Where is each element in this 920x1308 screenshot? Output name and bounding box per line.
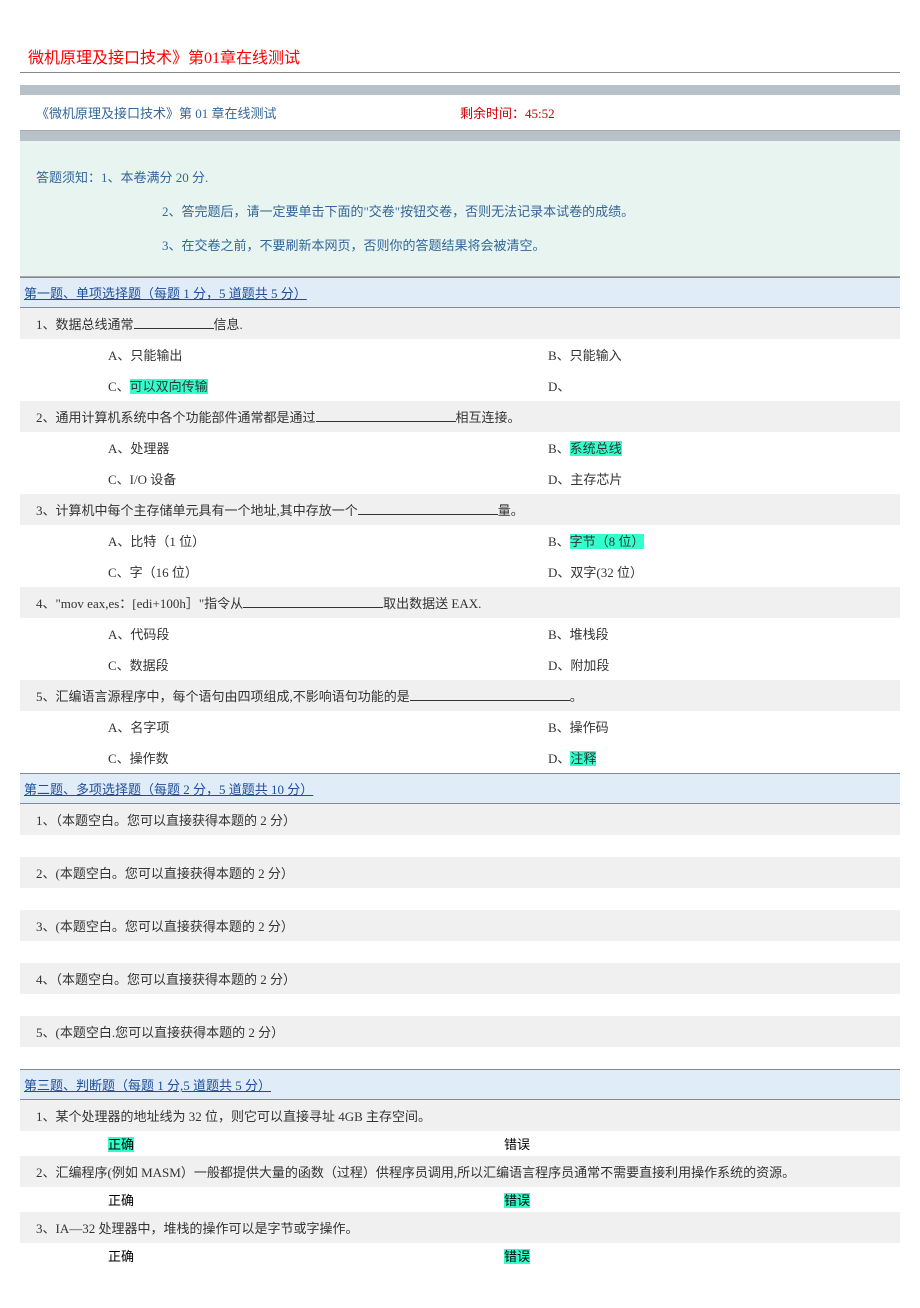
spacer	[20, 994, 900, 1016]
s1-q1-c-prefix: C、	[108, 379, 130, 394]
s1-q3-pre: 3、计算机中每个主存储单元具有一个地址,其中存放一个	[36, 503, 358, 518]
s1-q4-c[interactable]: C、数据段	[20, 653, 460, 676]
section1-header: 第一题、单项选择题（每题 1 分，5 道题共 5 分）	[20, 277, 900, 308]
section2-header: 第二题、多项选择题（每题 2 分，5 道题共 10 分）	[20, 773, 900, 804]
s1-q2-post: 相互连接。	[456, 410, 521, 425]
blank	[410, 688, 570, 701]
s1-q2-pre: 2、通用计算机系统中各个功能部件通常都是通过	[36, 410, 316, 425]
test-header: 《微机原理及接口技术》第 01 章在线测试 剩余时间：45:52	[20, 95, 900, 131]
s1-q5-pre: 5、汇编语言源程序中，每个语句由四项组成,不影响语句功能的是	[36, 689, 410, 704]
s1-q1-text: 1、数据总线通常 信息.	[20, 308, 900, 339]
s3-q1-answers: 正确 错误	[20, 1131, 900, 1156]
s1-q4-text: 4、"mov eax,es：[edi+100h］"指令从 取出数据送 EAX.	[20, 587, 900, 618]
s1-q5-d[interactable]: D、注释	[460, 746, 900, 769]
section3-header: 第三题、判断题（每题 1 分,5 道题共 5 分）	[20, 1069, 900, 1100]
s1-q3-post: 量。	[498, 503, 524, 518]
s2-q5: 5、(本题空白.您可以直接获得本题的 2 分）	[20, 1016, 900, 1047]
s1-q2-a[interactable]: A、处理器	[20, 436, 460, 459]
spacer	[20, 941, 900, 963]
s2-q2: 2、(本题空白。您可以直接获得本题的 2 分）	[20, 857, 900, 888]
s1-q4-b[interactable]: B、堆栈段	[460, 622, 900, 645]
s1-q4-row2: C、数据段 D、附加段	[20, 649, 900, 680]
notice-line-2: 2、答完题后，请一定要单击下面的"交卷"按钮交卷，否则无法记录本试卷的成绩。	[36, 195, 884, 229]
s1-q5-a[interactable]: A、名字项	[20, 715, 460, 738]
s1-q1-b[interactable]: B、只能输入	[460, 343, 900, 366]
s1-q5-c[interactable]: C、操作数	[20, 746, 460, 769]
s1-q2-text: 2、通用计算机系统中各个功能部件通常都是通过 相互连接。	[20, 401, 900, 432]
s1-q5-text: 5、汇编语言源程序中，每个语句由四项组成,不影响语句功能的是 。	[20, 680, 900, 711]
s1-q4-d[interactable]: D、附加段	[460, 653, 900, 676]
s1-q5-d-hl: 注释	[570, 751, 596, 766]
s3-q3-true[interactable]: 正确	[108, 1249, 134, 1264]
s3-q2-answers: 正确 错误	[20, 1187, 900, 1212]
spacer	[20, 888, 900, 910]
s1-q4-post: 取出数据送 EAX.	[383, 596, 481, 611]
spacer	[20, 835, 900, 857]
timer: 剩余时间：45:52	[460, 103, 884, 122]
s1-q5-post: 。	[570, 689, 583, 704]
s1-q3-b-prefix: B、	[548, 534, 570, 549]
s3-q1-text: 1、某个处理器的地址线为 32 位，则它可以直接寻址 4GB 主存空间。	[20, 1100, 900, 1131]
s2-q3: 3、(本题空白。您可以直接获得本题的 2 分）	[20, 910, 900, 941]
s3-q3-text: 3、IA—32 处理器中，堆栈的操作可以是字节或字操作。	[20, 1212, 900, 1243]
s1-q5-b[interactable]: B、操作码	[460, 715, 900, 738]
page-title: 微机原理及接口技术》第01章在线测试	[20, 40, 900, 73]
s1-q1-c[interactable]: C、可以双向传输	[20, 374, 460, 397]
s1-q3-d[interactable]: D、双字(32 位）	[460, 560, 900, 583]
s2-q4: 4、（本题空白。您可以直接获得本题的 2 分）	[20, 963, 900, 994]
notice-line-1: 答题须知：1、本卷满分 20 分.	[36, 161, 884, 195]
s1-q3-b-hl: 字节（8 位）	[570, 534, 645, 549]
bar-2	[20, 131, 900, 141]
s1-q4-pre: 4、"mov eax,es：[edi+100h］"指令从	[36, 596, 243, 611]
blank	[358, 502, 498, 515]
s1-q3-row1: A、比特（1 位） B、字节（8 位）	[20, 525, 900, 556]
s1-q3-a[interactable]: A、比特（1 位）	[20, 529, 460, 552]
s1-q2-b-prefix: B、	[548, 441, 570, 456]
s3-q2-false[interactable]: 错误	[504, 1193, 530, 1208]
s1-q1-d[interactable]: D、	[460, 374, 900, 397]
s1-q5-row1: A、名字项 B、操作码	[20, 711, 900, 742]
s1-q4-a[interactable]: A、代码段	[20, 622, 460, 645]
s3-q2-true[interactable]: 正确	[108, 1193, 134, 1208]
s3-q1-false[interactable]: 错误	[504, 1137, 530, 1152]
blank	[316, 409, 456, 422]
s1-q2-b-hl: 系统总线	[570, 441, 622, 456]
s1-q2-b[interactable]: B、系统总线	[460, 436, 900, 459]
s1-q2-row2: C、I/O 设备 D、主存芯片	[20, 463, 900, 494]
blank	[243, 595, 383, 608]
s1-q1-post: 信息.	[214, 317, 243, 332]
s1-q5-d-prefix: D、	[548, 751, 570, 766]
notice-line-3: 3、在交卷之前，不要刷新本网页，否则你的答题结果将会被清空。	[36, 229, 884, 263]
s3-q3-answers: 正确 错误	[20, 1243, 900, 1268]
s1-q5-row2: C、操作数 D、注释	[20, 742, 900, 773]
s1-q3-row2: C、字（16 位） D、双字(32 位）	[20, 556, 900, 587]
s1-q1-pre: 1、数据总线通常	[36, 317, 134, 332]
notice: 答题须知：1、本卷满分 20 分. 2、答完题后，请一定要单击下面的"交卷"按钮…	[20, 141, 900, 277]
s1-q2-d[interactable]: D、主存芯片	[460, 467, 900, 490]
s3-q2-text: 2、汇编程序(例如 MASM）一般都提供大量的函数（过程）供程序员调用,所以汇编…	[20, 1156, 900, 1187]
test-title: 《微机原理及接口技术》第 01 章在线测试	[36, 103, 460, 122]
s1-q1-row1: A、只能输出 B、只能输入	[20, 339, 900, 370]
s1-q4-row1: A、代码段 B、堆栈段	[20, 618, 900, 649]
s1-q1-a[interactable]: A、只能输出	[20, 343, 460, 366]
s2-q1: 1、（本题空白。您可以直接获得本题的 2 分）	[20, 804, 900, 835]
spacer	[20, 1047, 900, 1069]
s1-q1-row2: C、可以双向传输 D、	[20, 370, 900, 401]
s3-q1-true[interactable]: 正确	[108, 1137, 134, 1152]
s1-q1-c-hl: 可以双向传输	[130, 379, 208, 394]
s1-q3-c[interactable]: C、字（16 位）	[20, 560, 460, 583]
blank	[134, 316, 214, 329]
bar-top	[20, 85, 900, 95]
s1-q3-b[interactable]: B、字节（8 位）	[460, 529, 900, 552]
s1-q3-text: 3、计算机中每个主存储单元具有一个地址,其中存放一个 量。	[20, 494, 900, 525]
s1-q2-row1: A、处理器 B、系统总线	[20, 432, 900, 463]
s1-q2-c[interactable]: C、I/O 设备	[20, 467, 460, 490]
s3-q3-false[interactable]: 错误	[504, 1249, 530, 1264]
